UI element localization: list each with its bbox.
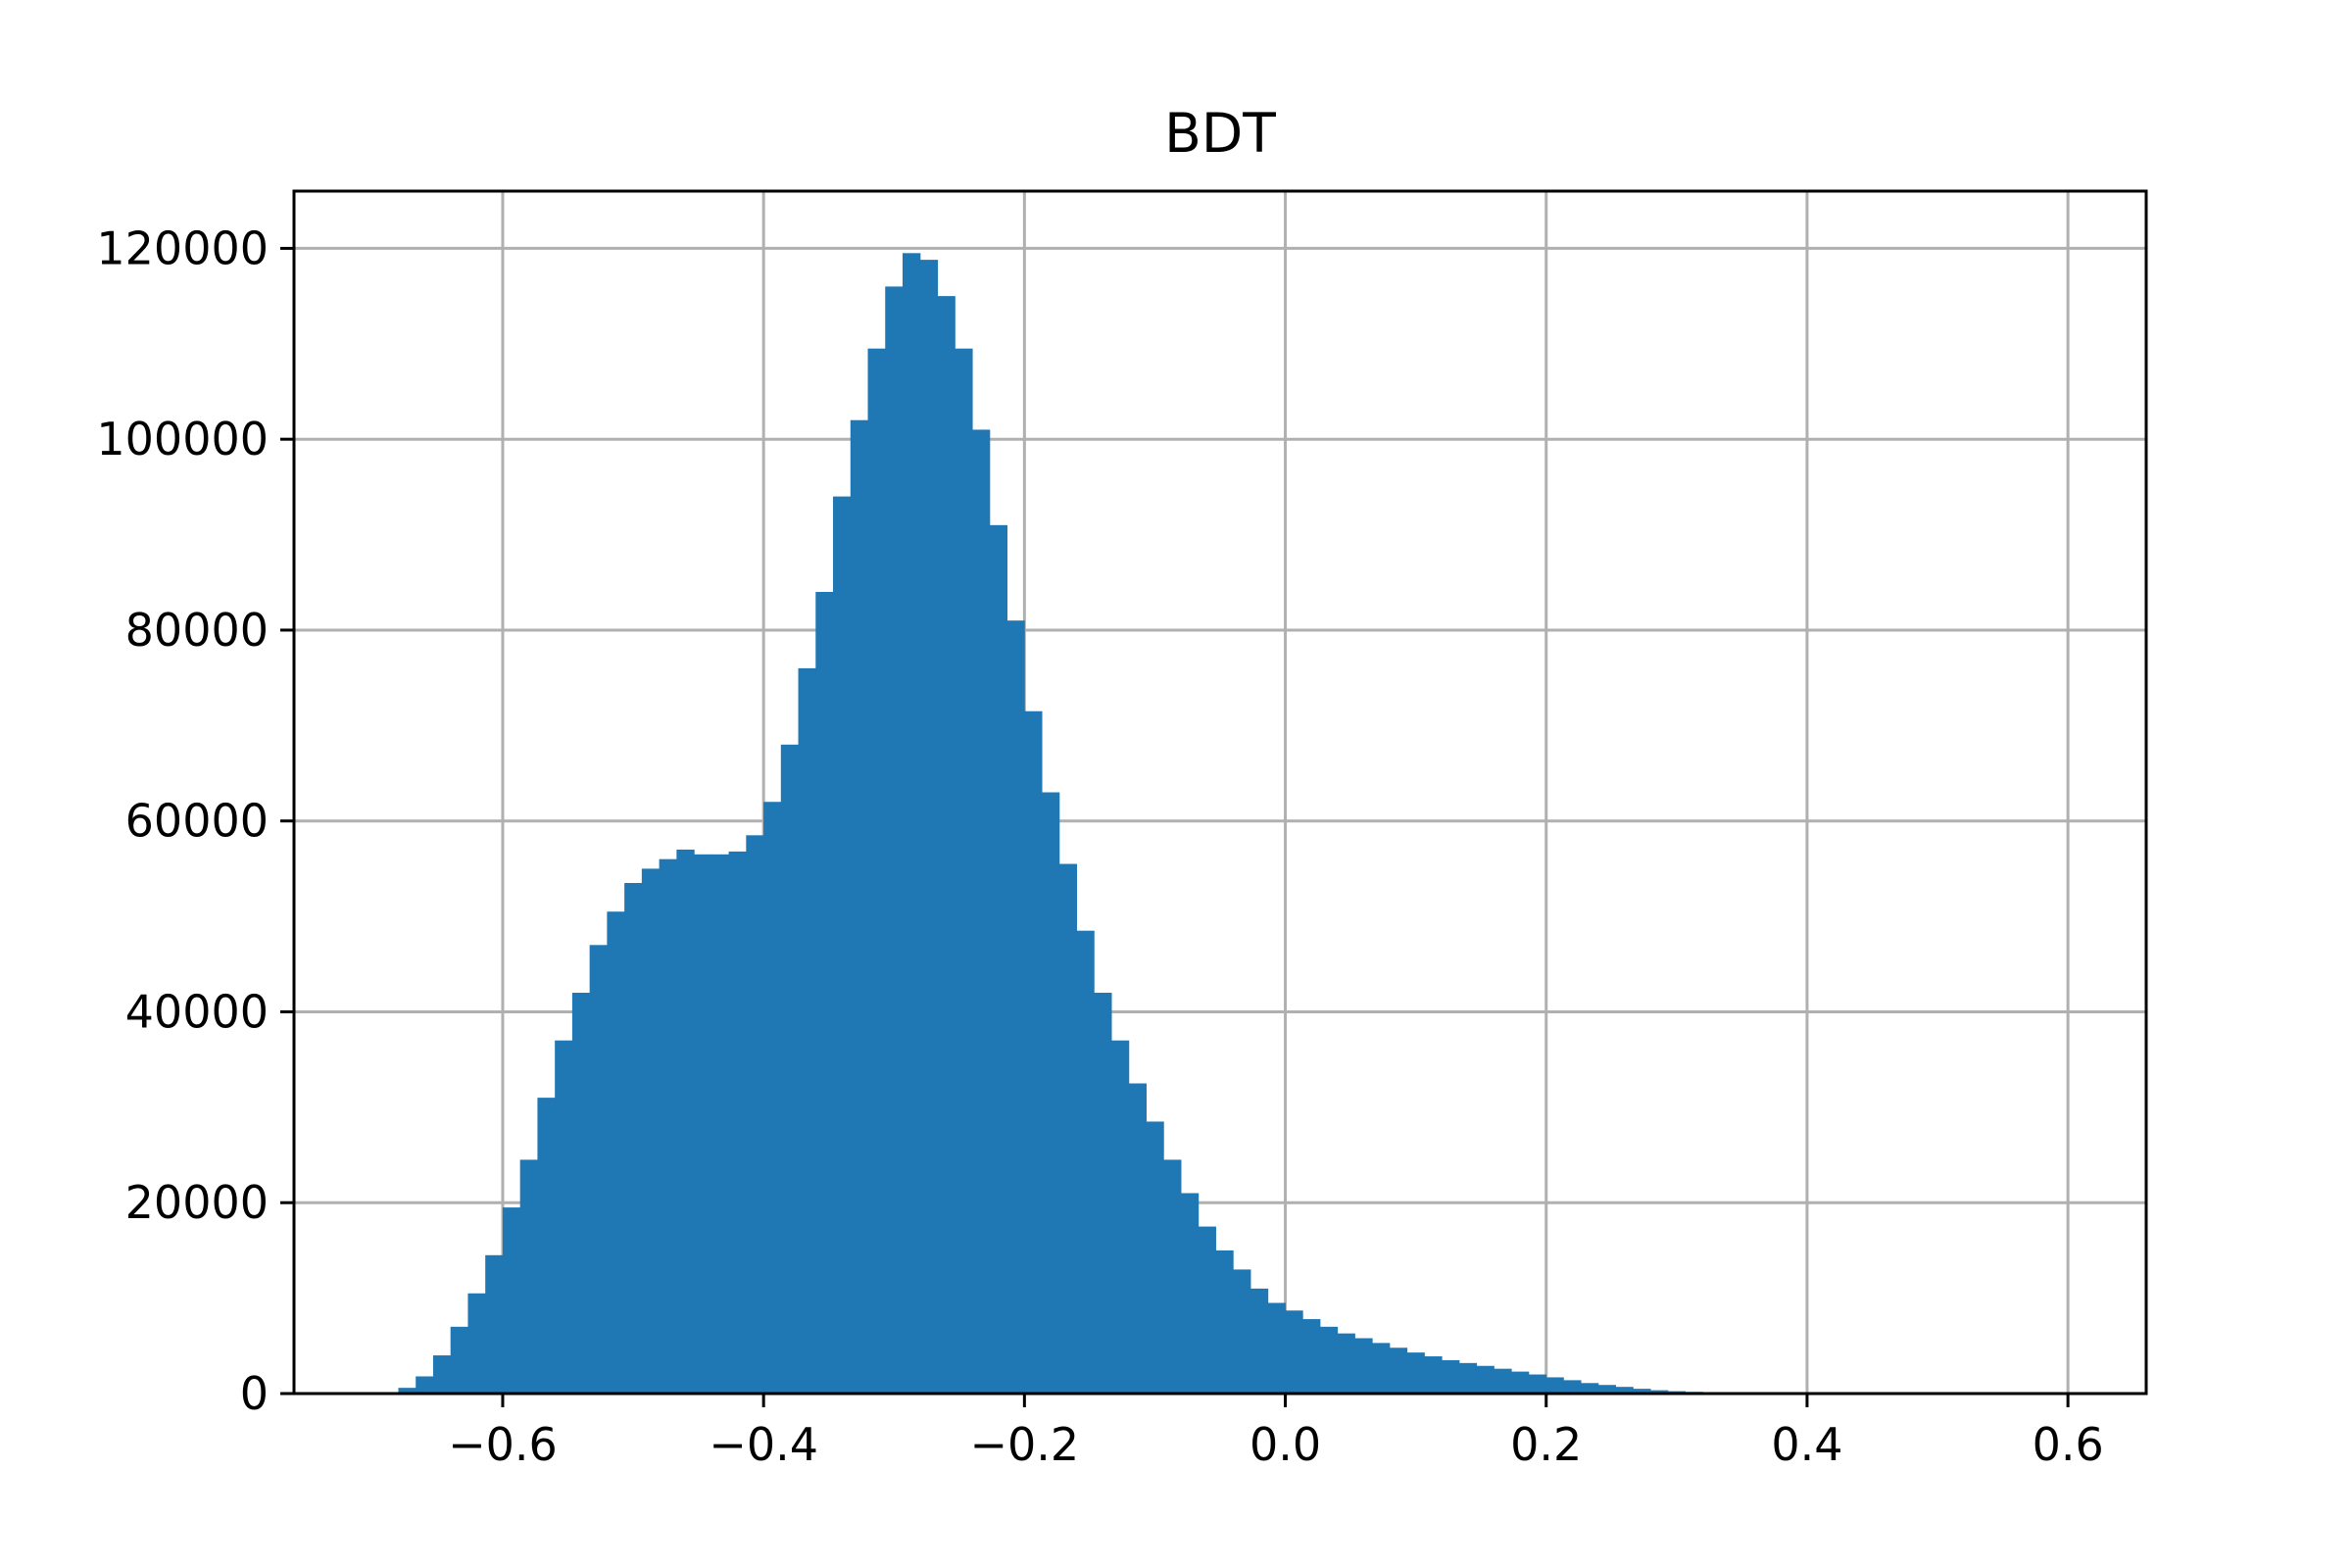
histogram-bar — [519, 1159, 539, 1394]
histogram-bar — [537, 1098, 556, 1394]
histogram-bar — [763, 802, 782, 1394]
histogram-bar — [398, 1388, 416, 1394]
histogram-bar — [659, 858, 677, 1394]
x-tick-label: −0.4 — [709, 1418, 818, 1471]
histogram-bar — [1198, 1226, 1216, 1394]
histogram-bar — [1163, 1159, 1182, 1394]
histogram-bar — [867, 348, 886, 1394]
histogram-bar — [1233, 1269, 1251, 1394]
histogram-bar — [971, 429, 991, 1394]
histogram-bar — [1528, 1374, 1547, 1394]
histogram-bar — [1110, 1040, 1130, 1394]
plot-frame — [292, 189, 2148, 1396]
histogram-bar — [1215, 1250, 1234, 1394]
histogram-bar — [1337, 1333, 1355, 1394]
histogram-bar — [780, 744, 800, 1394]
histogram-bar — [850, 419, 869, 1394]
y-tick-label: 20000 — [125, 1176, 269, 1229]
histogram-bar — [589, 945, 608, 1394]
histogram-bar — [1458, 1362, 1478, 1394]
histogram-bar — [1510, 1371, 1530, 1394]
histogram-bar — [1094, 993, 1112, 1394]
histogram-bar — [815, 592, 834, 1394]
histogram-bar — [1580, 1383, 1599, 1394]
histogram-bar — [1424, 1356, 1443, 1394]
x-tick-label: 0.0 — [1250, 1418, 1321, 1471]
x-tick-label: 0.6 — [2033, 1418, 2104, 1471]
histogram-bar — [1024, 710, 1043, 1394]
histogram-bar — [607, 911, 625, 1394]
histogram-bar — [710, 854, 730, 1394]
histogram-bar — [1250, 1288, 1269, 1394]
histogram-bar — [1597, 1385, 1617, 1394]
histogram-bars — [398, 253, 1999, 1395]
histogram-bar — [624, 883, 643, 1394]
chart-title: BDT — [1164, 102, 1276, 165]
histogram-bar — [1058, 863, 1078, 1394]
histogram-bar — [1076, 930, 1095, 1394]
histogram-bar — [989, 524, 1008, 1394]
histogram-bar — [1354, 1338, 1373, 1394]
x-tick-label: 0.4 — [1771, 1418, 1842, 1471]
histogram-bar — [746, 835, 764, 1394]
y-tick-label: 100000 — [96, 413, 269, 466]
histogram-bar — [1146, 1121, 1164, 1394]
histogram-bar — [1267, 1302, 1286, 1394]
histogram-bar — [1180, 1193, 1200, 1394]
histogram-bar — [902, 253, 921, 1394]
histogram-bar — [919, 260, 939, 1395]
histogram-bar — [1563, 1380, 1582, 1394]
histogram-bar — [885, 286, 904, 1394]
y-tick-label: 60000 — [125, 795, 269, 848]
histogram-bar — [1372, 1343, 1391, 1394]
histogram-bar — [450, 1326, 469, 1394]
y-tick-label: 80000 — [125, 604, 269, 657]
histogram-bar — [1494, 1368, 1512, 1394]
histogram-bar — [1633, 1389, 1651, 1394]
histogram-bar — [937, 296, 956, 1395]
histogram-bar — [1041, 792, 1060, 1394]
histogram-bar — [502, 1207, 521, 1394]
histogram-bar — [1406, 1352, 1425, 1394]
histogram-bar — [955, 348, 973, 1394]
x-tick-label: −0.6 — [448, 1418, 558, 1471]
histogram-bar — [485, 1254, 504, 1394]
histogram-bar — [467, 1293, 486, 1394]
histogram-bar — [1128, 1083, 1147, 1394]
histogram-bar — [1649, 1390, 1669, 1394]
histogram-bar — [416, 1376, 434, 1394]
histogram-bar — [1285, 1310, 1303, 1394]
histogram-bar — [1442, 1359, 1460, 1394]
y-tick-label: 0 — [240, 1367, 269, 1420]
histogram-bar — [641, 868, 661, 1394]
histogram-bar — [694, 854, 712, 1394]
histogram-bar — [1476, 1365, 1494, 1394]
histogram-bar — [798, 667, 816, 1394]
y-tick-label: 120000 — [96, 221, 269, 274]
histogram-bar — [555, 1040, 573, 1394]
histogram-bar — [1319, 1326, 1339, 1394]
histogram-bar — [1389, 1348, 1408, 1394]
histogram-bar — [1545, 1377, 1564, 1394]
histogram-bar — [676, 849, 695, 1394]
histogram-bar — [571, 993, 591, 1394]
y-tick-label: 40000 — [125, 985, 269, 1038]
x-tick-label: 0.2 — [1510, 1418, 1582, 1471]
x-tick-label: −0.2 — [970, 1418, 1080, 1471]
histogram-bar — [432, 1355, 452, 1394]
histogram-bar — [1615, 1387, 1634, 1394]
histogram-bar — [1006, 620, 1025, 1394]
histogram-bar — [728, 851, 747, 1394]
histogram-bar — [1302, 1319, 1321, 1394]
histogram-bar — [833, 496, 852, 1395]
axis-ticks: −0.6 −0.4 −0.2 0.0 0.2 0.4 0.6 0 20000 40000 60000… — [96, 221, 2103, 1471]
